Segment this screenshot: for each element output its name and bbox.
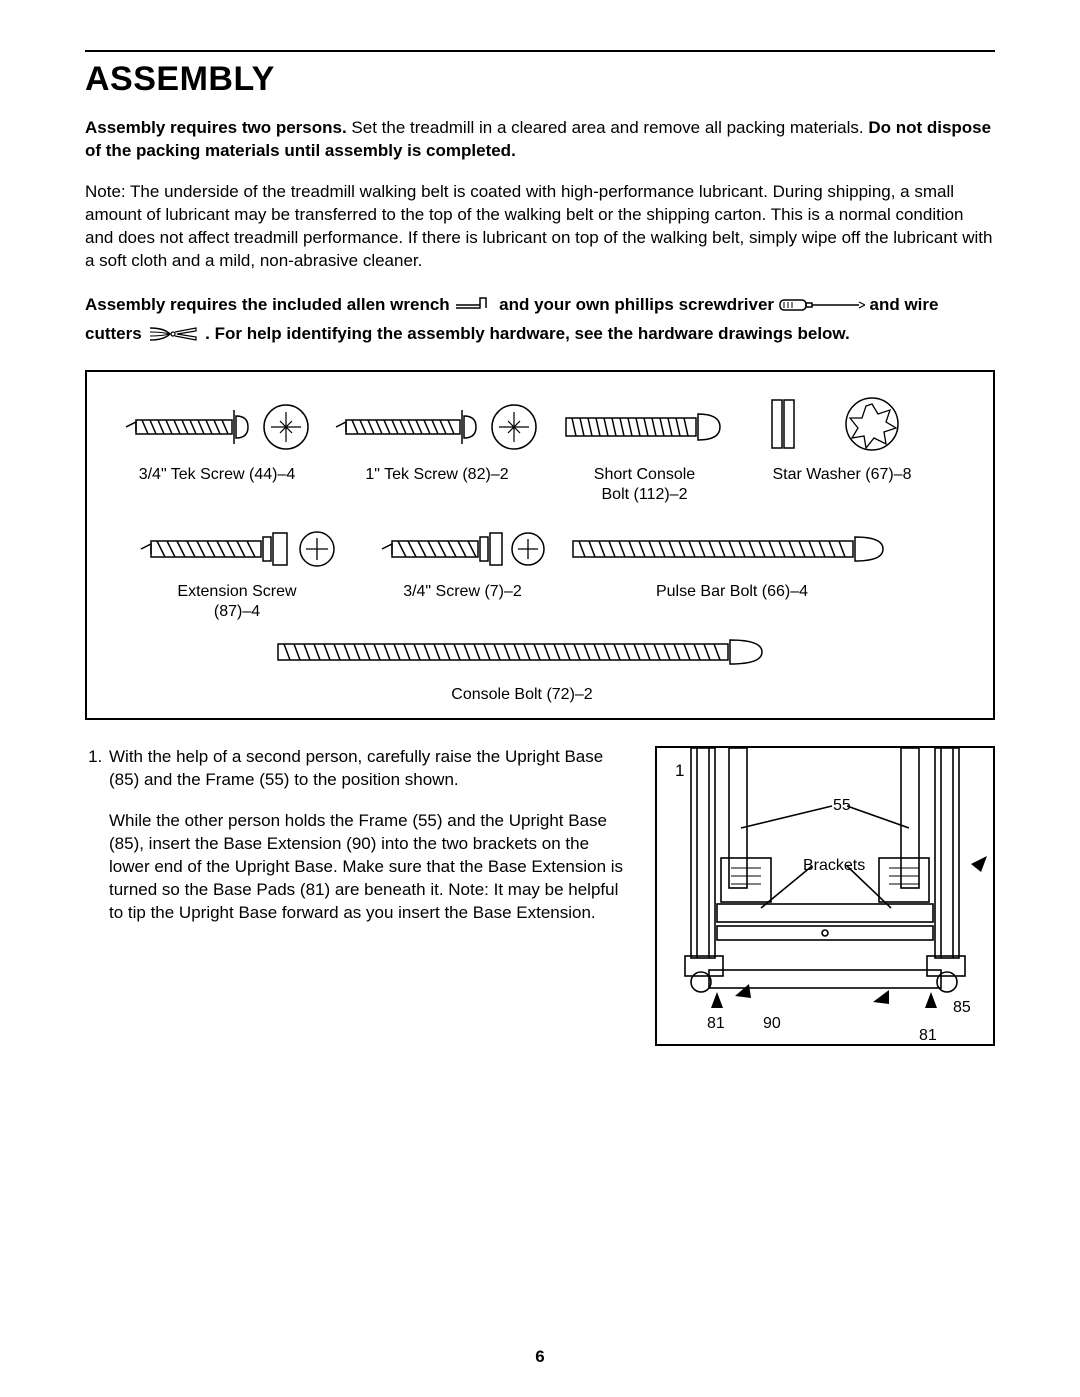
- hw-ext: Extension Screw (87)–4: [132, 527, 342, 622]
- tools-line: Assembly requires the included allen wre…: [85, 291, 995, 349]
- allen-wrench-icon: [454, 294, 494, 316]
- hw-short-console-label2: Bolt (112)–2: [602, 486, 688, 503]
- console-bolt-icon: [272, 630, 772, 674]
- fig1-90: 90: [763, 1015, 781, 1032]
- hw-star-label: Star Washer (67)–8: [737, 465, 947, 485]
- hw-ext-label1: Extension Screw: [177, 583, 296, 600]
- step-1-figure: 1 55 Brackets 81 90 85 81: [655, 746, 995, 1046]
- hw-tek34: 3/4" Tek Screw (44)–4: [112, 400, 322, 485]
- intro-rest: Set the treadmill in a cleared area and …: [347, 118, 869, 137]
- step-1-p2: While the other person holds the Frame (…: [109, 810, 627, 925]
- top-rule: [85, 50, 995, 52]
- fig1-81b: 81: [919, 1027, 937, 1044]
- step-1-p1: With the help of a second person, carefu…: [109, 746, 627, 792]
- hw-star: Star Washer (67)–8: [737, 394, 947, 485]
- star-washer-icon: [742, 394, 942, 454]
- page-title: ASSEMBLY: [85, 60, 995, 99]
- hw-screw34: 3/4" Screw (7)–2: [375, 527, 550, 602]
- fig1-81a: 81: [707, 1015, 725, 1032]
- hw-pulse: Pulse Bar Bolt (66)–4: [562, 527, 902, 602]
- fig1-num: 1: [675, 761, 684, 780]
- tools-part4: . For help identifying the assembly hard…: [205, 324, 850, 343]
- screw-34-icon: [378, 527, 548, 571]
- fig1-85: 85: [953, 999, 971, 1016]
- hw-pulse-label: Pulse Bar Bolt (66)–4: [562, 582, 902, 602]
- assembly-diagram-icon: 1 55 Brackets 81 90 85 81: [657, 748, 993, 1044]
- hw-screw34-label: 3/4" Screw (7)–2: [375, 582, 550, 602]
- note-para: Note: The underside of the treadmill wal…: [85, 181, 995, 273]
- hw-short-console: Short Console Bolt (112)–2: [557, 400, 732, 505]
- intro-bold-1: Assembly requires two persons.: [85, 118, 347, 137]
- pulse-bar-bolt-icon: [567, 527, 897, 571]
- screwdriver-icon: [779, 297, 865, 313]
- tools-part1: Assembly requires the included allen wre…: [85, 295, 454, 314]
- hardware-box: 3/4" Tek Screw (44)–4 1" Tek Screw (82)–…: [85, 370, 995, 720]
- short-console-bolt-icon: [560, 400, 730, 454]
- hw-ext-label2: (87)–4: [214, 603, 260, 620]
- intro-para: Assembly requires two persons. Set the t…: [85, 117, 995, 163]
- step-1-item: With the help of a second person, carefu…: [107, 746, 627, 925]
- fig1-brackets: Brackets: [803, 857, 865, 874]
- hw-console: Console Bolt (72)–2: [267, 630, 777, 705]
- tools-part2: and your own phillips screwdriver: [499, 295, 779, 314]
- hw-tek1-label: 1" Tek Screw (82)–2: [327, 465, 547, 485]
- step-1-row: With the help of a second person, carefu…: [85, 746, 995, 1046]
- fig1-55: 55: [833, 797, 851, 814]
- tek-screw-1-icon: [332, 400, 542, 454]
- hw-tek1: 1" Tek Screw (82)–2: [327, 400, 547, 485]
- hw-short-console-label1: Short Console: [594, 466, 695, 483]
- hw-console-label: Console Bolt (72)–2: [267, 685, 777, 705]
- wire-cutters-icon: [146, 323, 200, 345]
- extension-screw-icon: [137, 527, 337, 571]
- tek-screw-34-icon: [122, 400, 312, 454]
- hw-tek34-label: 3/4" Tek Screw (44)–4: [112, 465, 322, 485]
- page-number: 6: [0, 1347, 1080, 1367]
- step-1-text: With the help of a second person, carefu…: [85, 746, 627, 1046]
